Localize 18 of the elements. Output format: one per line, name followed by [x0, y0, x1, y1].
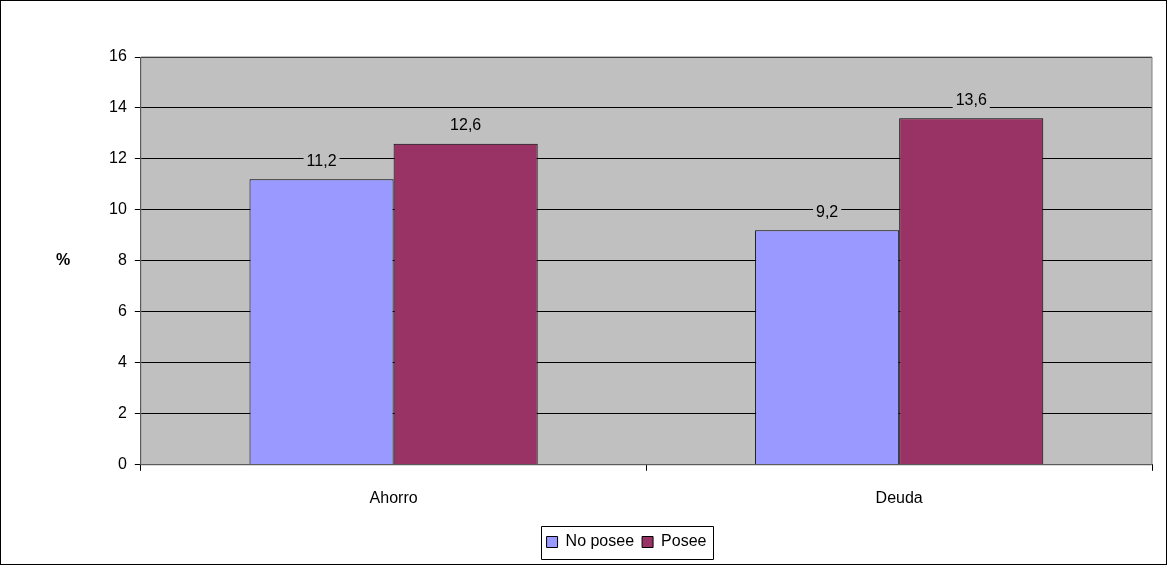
y-tick-label: 10: [109, 200, 127, 218]
y-tick-label: 16: [109, 47, 127, 65]
legend-label: No posee: [565, 532, 635, 550]
data-label: 13,6: [955, 90, 987, 108]
y-axis-title: %: [55, 251, 71, 269]
y-tick-label: 6: [117, 302, 127, 320]
y-tick-label: 4: [117, 353, 127, 371]
y-tick-label: 8: [117, 251, 127, 269]
data-label: 12,6: [450, 116, 482, 134]
data-label: 11,2: [306, 151, 337, 169]
x-tick-label: Ahorro: [369, 488, 418, 506]
x-tick-label: Deuda: [875, 488, 923, 506]
y-tick-label: 14: [109, 98, 127, 116]
data-label: 9,2: [816, 202, 839, 220]
y-tick-label: 12: [109, 149, 127, 167]
y-tick-label: 2: [117, 404, 127, 422]
y-tick-label: 0: [117, 455, 127, 473]
legend-label: Posee: [661, 532, 707, 550]
